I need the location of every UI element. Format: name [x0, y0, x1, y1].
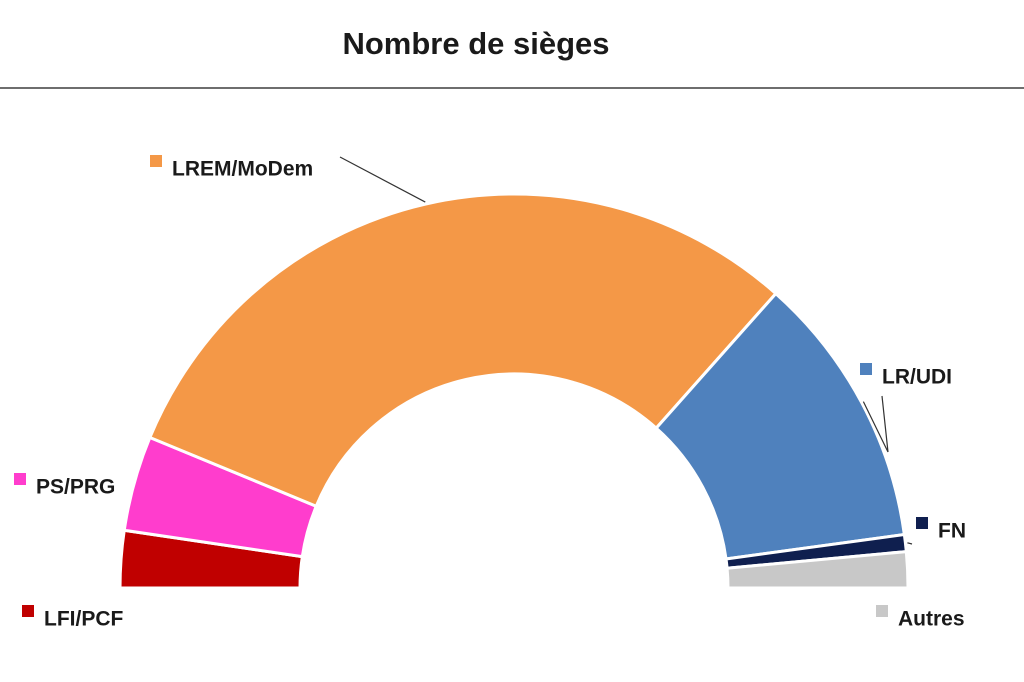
legend-swatch-lr-udi: [860, 363, 872, 375]
leader-line-lr-udi: [862, 395, 889, 453]
leader-lines: [339, 156, 913, 545]
segments: [118, 192, 910, 590]
label-lrem-modem: LREM/MoDem: [172, 158, 313, 181]
leader-line-fn: [907, 542, 913, 545]
label-fn: FN: [938, 520, 966, 543]
segment-lrem-modem: [147, 192, 778, 509]
legend-swatch-fn: [916, 517, 928, 529]
legend-swatch-lrem-modem: [150, 155, 162, 167]
label-autres: Autres: [898, 608, 965, 631]
chart-title: Nombre de sièges: [342, 26, 610, 61]
label-ps-prg: PS/PRG: [36, 476, 115, 499]
segment-autres: [725, 549, 910, 590]
label-lr-udi: LR/UDI: [882, 366, 952, 389]
leader-line-lrem-modem: [339, 156, 426, 203]
title-divider: [0, 87, 1024, 89]
label-lfi-pcf: LFI/PCF: [44, 608, 123, 631]
legend-swatch-lfi-pcf: [22, 605, 34, 617]
segment-labels: LFI/PCF PS/PRG LREM/MoDem LR/UDI FN Autres: [14, 155, 966, 631]
legend-swatch-ps-prg: [14, 473, 26, 485]
legend-swatch-autres: [876, 605, 888, 617]
